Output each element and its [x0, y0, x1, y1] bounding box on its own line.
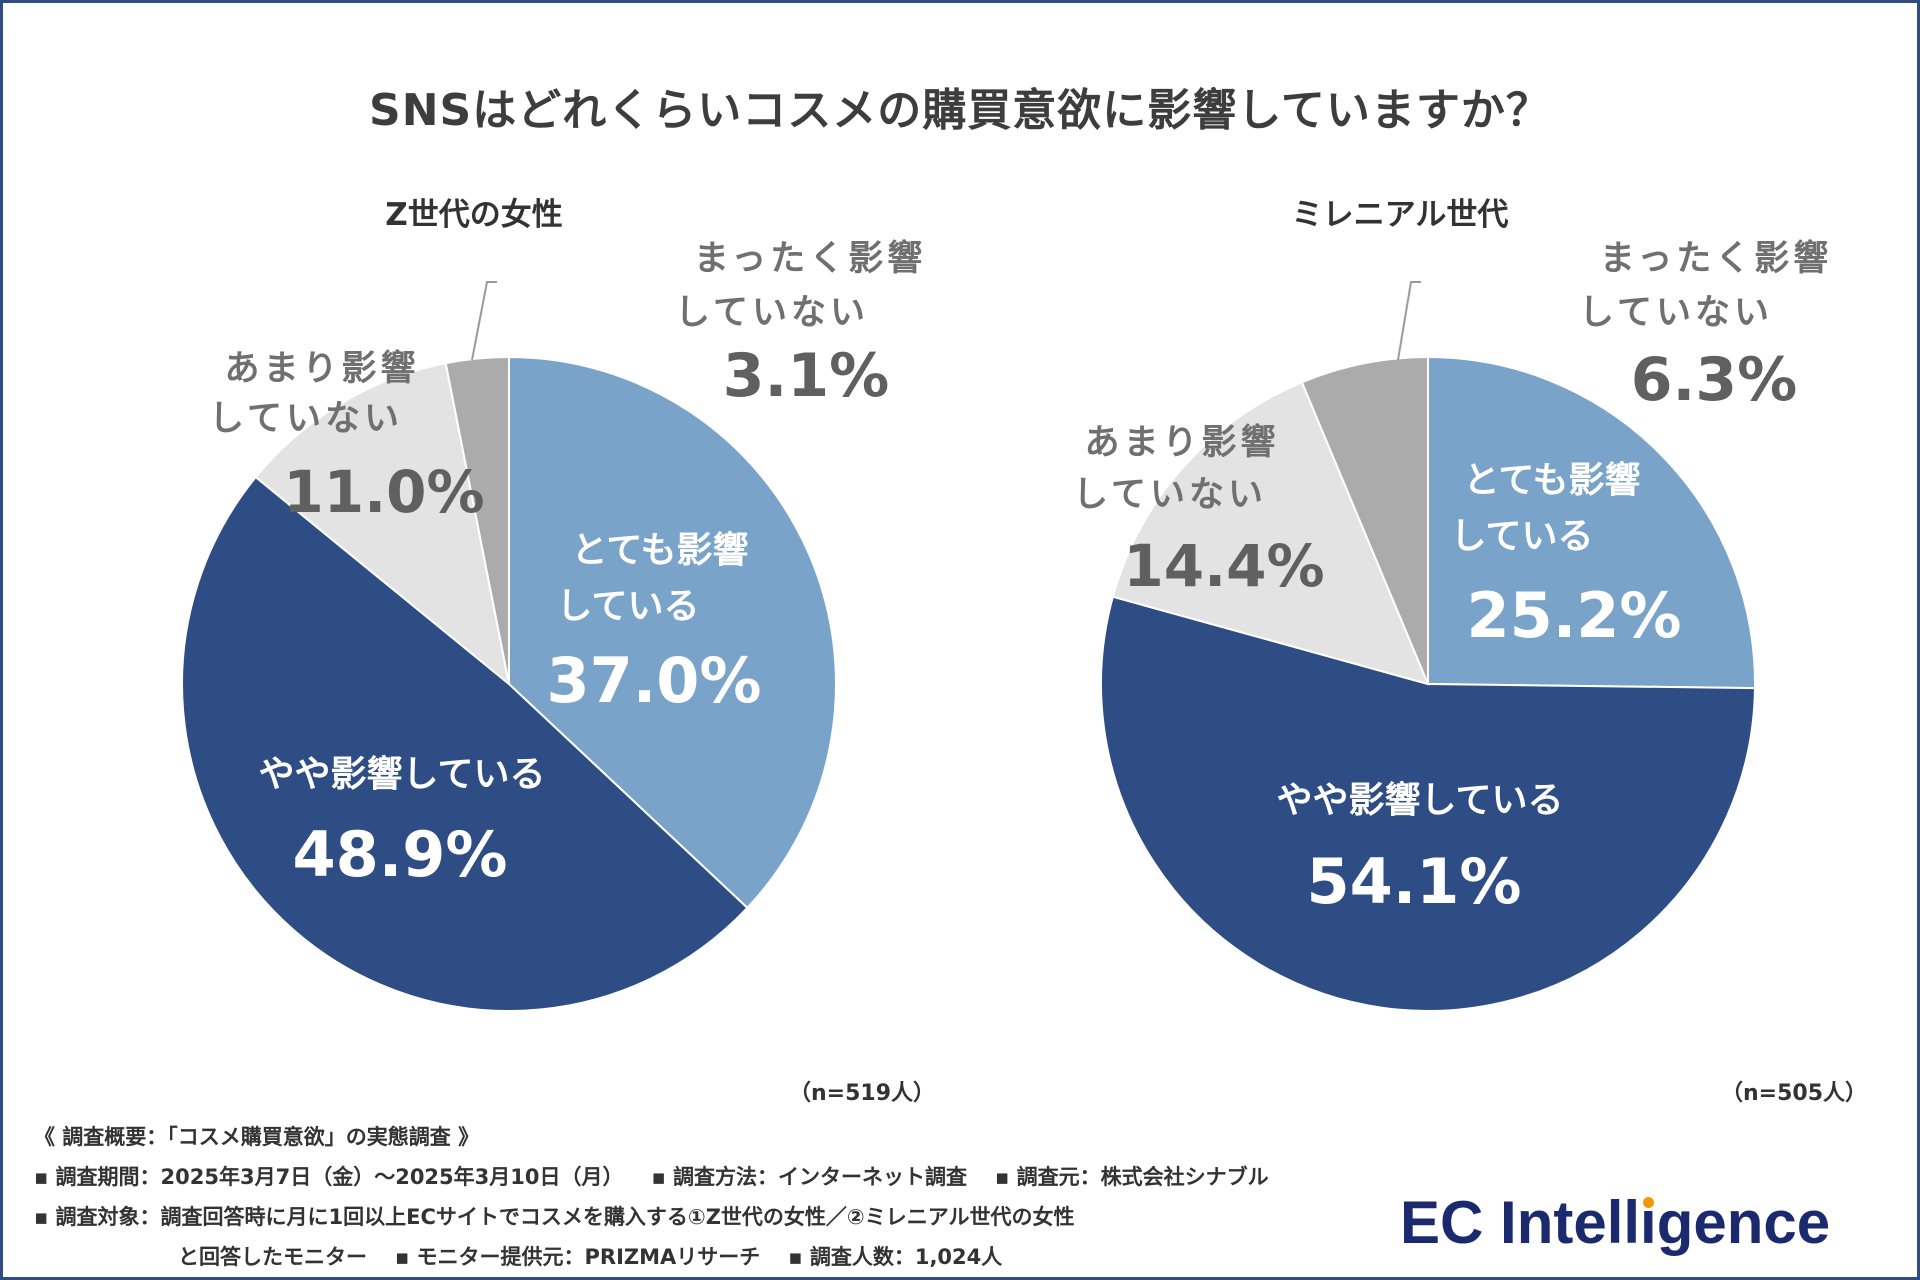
pie-chart-millennial: [1100, 355, 1756, 1013]
pie-slice: [1111, 380, 1430, 686]
pie-slice: [181, 475, 749, 1012]
chart-title: ミレニアル世代: [1292, 197, 1509, 233]
survey-provider: ▪ モニター提供元：PRIZMAリサーチ: [395, 1245, 761, 1269]
ec-intelligence-logo: EC Intelli gence: [1400, 1189, 1831, 1256]
slice-label: あまり影響: [224, 348, 419, 389]
slice-label: やや影響している: [1277, 779, 1564, 821]
page-title: SNSはどれくらいコスメの購買意欲に影響していますか？: [369, 85, 1551, 136]
survey-heading: 《 調査概要：「コスメ購買意欲」の実態調査 》: [34, 1125, 480, 1149]
slice-label: とても影響: [571, 529, 748, 571]
pie-slice: [1300, 355, 1429, 685]
slice-value: 11.0%: [283, 458, 484, 526]
leader-line: [1397, 281, 1421, 361]
slice-value: 6.3%: [1631, 345, 1797, 415]
survey-period: ▪ 調査期間：2025年3月7日（金）～2025年3月10日（月）: [34, 1165, 624, 1189]
pie-slice: [444, 355, 510, 685]
survey-line: と回答したモニター ▪ モニター提供元：PRIZMAリサーチ ▪ 調査人数：1,02…: [34, 1237, 1269, 1277]
slice-value: 25.2%: [1466, 579, 1681, 652]
sample-size: （n=505人）: [1721, 1081, 1867, 1106]
survey-target-cont: と回答したモニター: [178, 1245, 367, 1269]
slice-label: まったく影響: [1600, 238, 1833, 279]
slice-value: 14.4%: [1123, 532, 1324, 600]
slice-label: していない: [1073, 475, 1267, 515]
survey-line: ▪ 調査期間：2025年3月7日（金）～2025年3月10日（月） ▪ 調査方法：…: [34, 1157, 1269, 1197]
slice-label: あまり影響: [1084, 422, 1279, 463]
sample-size: （n=519人）: [789, 1081, 935, 1106]
pie-chart-gen-z: [181, 355, 837, 1012]
slice-value: 37.0%: [546, 644, 761, 717]
slice-value: 3.1%: [723, 341, 889, 411]
slice-label: していない: [675, 293, 869, 333]
survey-count: ▪ 調査人数：1,024人: [788, 1245, 1003, 1269]
slice-label: とても影響: [1463, 459, 1640, 501]
chart-title: Z世代の女性: [385, 197, 562, 233]
slice-label: まったく影響: [694, 238, 927, 279]
slice-value: 54.1%: [1306, 845, 1521, 918]
pie-slice: [1100, 595, 1756, 1013]
slice-label: している: [557, 586, 700, 627]
slice-value: 48.9%: [292, 818, 507, 891]
slice-label: やや影響している: [259, 753, 546, 795]
survey-method: ▪ 調査方法：インターネット調査: [651, 1165, 968, 1189]
pie-slice: [254, 362, 511, 687]
leader-line: [471, 281, 497, 361]
survey-summary: 《 調査概要：「コスメ購買意欲」の実態調査 》 ▪ 調査期間：2025年3月7日…: [34, 1117, 1269, 1277]
logo-dot-icon: [1643, 1197, 1655, 1208]
slice-label: していない: [1579, 293, 1773, 333]
pie-slice: [508, 355, 837, 910]
pie-slice: [1427, 355, 1756, 690]
survey-target: ▪ 調査対象：調査回答時に月に1回以上ECサイトでコスメを購入する①Z世代の女性…: [34, 1205, 1075, 1229]
survey-source: ▪ 調査元：株式会社シナブル: [995, 1165, 1269, 1189]
slice-label: していない: [209, 399, 403, 439]
slice-label: している: [1451, 516, 1594, 557]
